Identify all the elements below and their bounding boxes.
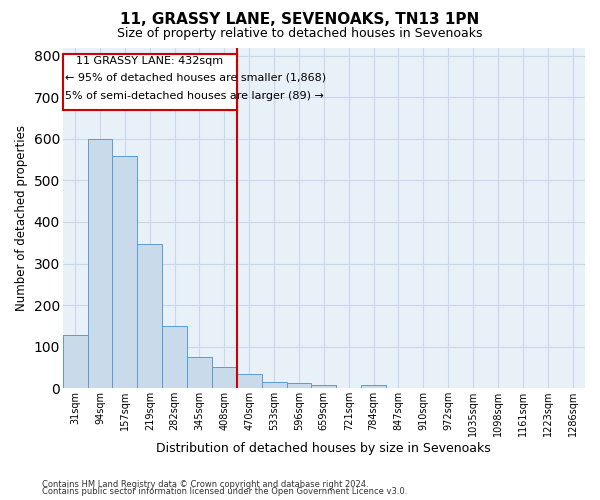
Text: Contains public sector information licensed under the Open Government Licence v3: Contains public sector information licen… xyxy=(42,487,407,496)
Bar xyxy=(262,382,287,388)
Bar xyxy=(237,374,262,388)
Bar xyxy=(162,326,187,388)
Y-axis label: Number of detached properties: Number of detached properties xyxy=(15,125,28,311)
Text: 11 GRASSY LANE: 432sqm: 11 GRASSY LANE: 432sqm xyxy=(76,56,223,66)
Bar xyxy=(287,383,311,388)
Bar xyxy=(212,368,237,388)
Bar xyxy=(88,139,112,388)
Text: ← 95% of detached houses are smaller (1,868): ← 95% of detached houses are smaller (1,… xyxy=(65,72,326,83)
Text: Contains HM Land Registry data © Crown copyright and database right 2024.: Contains HM Land Registry data © Crown c… xyxy=(42,480,368,489)
Bar xyxy=(361,385,386,388)
Bar xyxy=(311,385,336,388)
Text: 11, GRASSY LANE, SEVENOAKS, TN13 1PN: 11, GRASSY LANE, SEVENOAKS, TN13 1PN xyxy=(121,12,479,28)
Bar xyxy=(112,156,137,388)
X-axis label: Distribution of detached houses by size in Sevenoaks: Distribution of detached houses by size … xyxy=(157,442,491,455)
Text: 5% of semi-detached houses are larger (89) →: 5% of semi-detached houses are larger (8… xyxy=(65,92,324,102)
Bar xyxy=(63,335,88,388)
Text: Size of property relative to detached houses in Sevenoaks: Size of property relative to detached ho… xyxy=(117,28,483,40)
Bar xyxy=(137,244,162,388)
FancyBboxPatch shape xyxy=(63,54,237,110)
Bar xyxy=(187,357,212,388)
